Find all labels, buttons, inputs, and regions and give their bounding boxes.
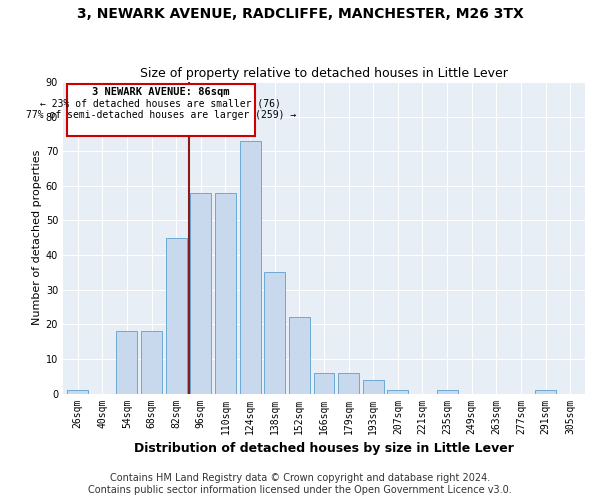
Bar <box>239 141 260 394</box>
Bar <box>166 238 187 394</box>
Bar <box>141 332 162 394</box>
Bar <box>535 390 556 394</box>
Text: 77% of semi-detached houses are larger (259) →: 77% of semi-detached houses are larger (… <box>26 110 296 120</box>
Bar <box>116 332 137 394</box>
Bar <box>338 373 359 394</box>
Text: 3 NEWARK AVENUE: 86sqm: 3 NEWARK AVENUE: 86sqm <box>92 86 230 97</box>
Title: Size of property relative to detached houses in Little Lever: Size of property relative to detached ho… <box>140 66 508 80</box>
Text: Contains HM Land Registry data © Crown copyright and database right 2024.
Contai: Contains HM Land Registry data © Crown c… <box>88 474 512 495</box>
Y-axis label: Number of detached properties: Number of detached properties <box>32 150 41 326</box>
Bar <box>314 373 334 394</box>
Bar <box>215 193 236 394</box>
Bar <box>264 272 285 394</box>
Bar <box>289 318 310 394</box>
Bar <box>67 84 255 136</box>
Bar <box>363 380 383 394</box>
Bar <box>67 390 88 394</box>
Bar <box>388 390 409 394</box>
Bar <box>190 193 211 394</box>
Bar <box>437 390 458 394</box>
X-axis label: Distribution of detached houses by size in Little Lever: Distribution of detached houses by size … <box>134 442 514 455</box>
Text: 3, NEWARK AVENUE, RADCLIFFE, MANCHESTER, M26 3TX: 3, NEWARK AVENUE, RADCLIFFE, MANCHESTER,… <box>77 8 523 22</box>
Text: ← 23% of detached houses are smaller (76): ← 23% of detached houses are smaller (76… <box>40 98 281 108</box>
